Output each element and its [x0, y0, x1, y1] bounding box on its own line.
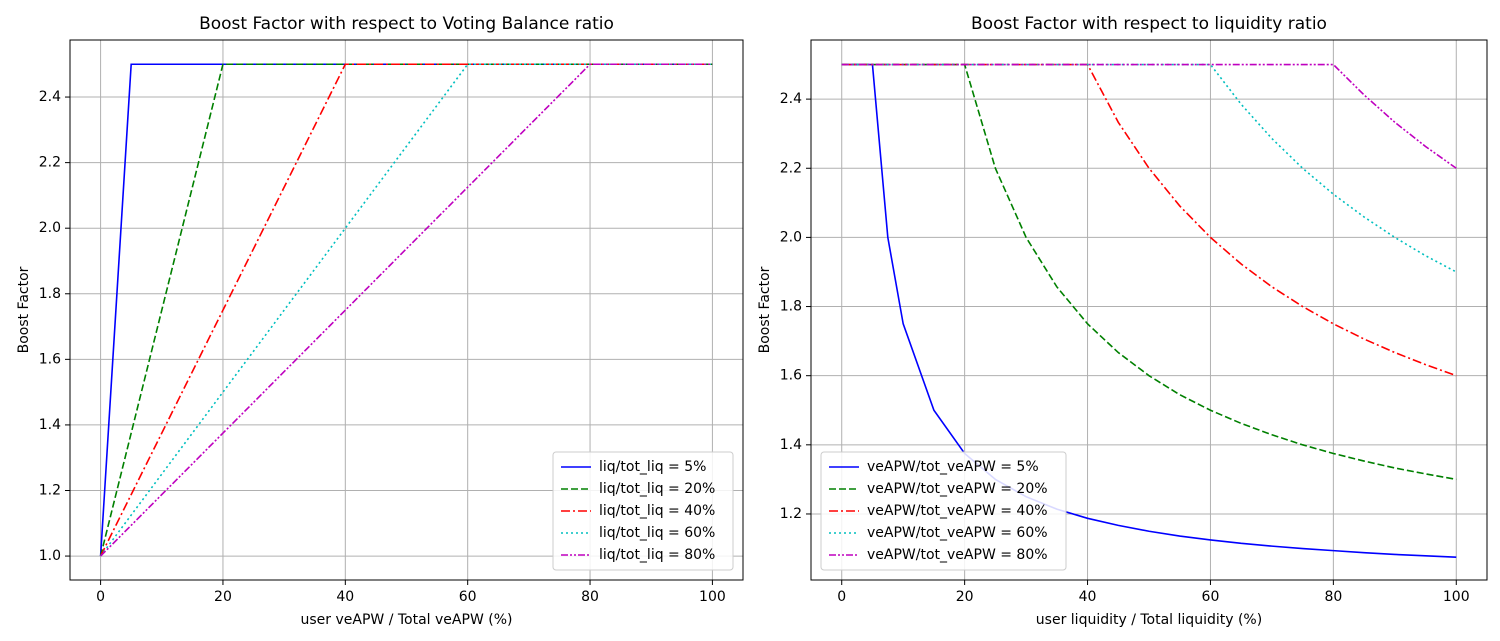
y-tick-label: 2.2: [39, 155, 61, 171]
legend-label: liq/tot_liq = 60%: [599, 525, 715, 541]
y-tick-label: 1.8: [39, 286, 61, 302]
data-line: [100, 63, 713, 557]
x-axis-label: user liquidity / Total liquidity (%): [1036, 612, 1262, 628]
y-tick-label: 1.4: [39, 417, 61, 433]
y-tick-label: 1.2: [39, 482, 61, 498]
y-tick-label: 1.6: [780, 368, 802, 384]
x-axis-label: user veAPW / Total veAPW (%): [301, 612, 513, 628]
legend-label: veAPW/tot_veAPW = 40%: [867, 503, 1048, 519]
y-tick-label: 2.4: [780, 91, 802, 107]
data-line: [841, 63, 1457, 481]
y-tick-label: 2.0: [39, 220, 61, 236]
chart-title: Boost Factor with respect to liquidity r…: [971, 14, 1327, 34]
y-tick-label: 2.4: [39, 89, 61, 105]
legend-box: [552, 451, 734, 571]
x-tick-label: 0: [837, 589, 846, 605]
x-tick-label: 80: [1324, 589, 1342, 605]
legend-label: liq/tot_liq = 40%: [599, 503, 715, 519]
y-tick-label: 2.2: [780, 160, 802, 176]
y-tick-label: 1.6: [39, 351, 61, 367]
legend-label: veAPW/tot_veAPW = 80%: [867, 547, 1048, 563]
legend-label: veAPW/tot_veAPW = 20%: [867, 481, 1048, 497]
legend: veAPW/tot_veAPW = 5% veAPW/tot_veAPW = 20…: [820, 451, 1067, 571]
data-line: [841, 63, 1457, 377]
legend: liq/tot_liq = 5% liq/tot_liq = 20% liq/tot…: [552, 451, 734, 571]
data-line: [841, 63, 1457, 558]
x-tick-label: 60: [1202, 589, 1220, 605]
x-tick-label: 40: [1079, 589, 1097, 605]
legend-label: liq/tot_liq = 80%: [599, 547, 715, 563]
axes-frame: [810, 39, 1488, 581]
y-tick-label: 2.0: [780, 229, 802, 245]
x-tick-label: 100: [1443, 589, 1470, 605]
chart-panel: Boost Factor with respect to Voting Bala…: [16, 14, 744, 628]
data-line: [841, 63, 1457, 169]
x-tick-label: 20: [214, 589, 232, 605]
legend-label: liq/tot_liq = 5%: [599, 459, 706, 475]
x-tick-label: 80: [581, 589, 599, 605]
y-tick-label: 1.4: [780, 437, 802, 453]
chart-title: Boost Factor with respect to Voting Bala…: [199, 14, 614, 34]
x-tick-label: 100: [699, 589, 726, 605]
x-tick-label: 40: [336, 589, 354, 605]
y-tick-label: 1.2: [780, 506, 802, 522]
y-axis-label: Boost Factor: [16, 266, 32, 353]
x-tick-label: 20: [956, 589, 974, 605]
y-tick-label: 1.0: [39, 548, 61, 564]
legend-box: [820, 451, 1067, 571]
legend-label: veAPW/tot_veAPW = 60%: [867, 525, 1048, 541]
chart-panel: Boost Factor with respect to liquidity r…: [757, 14, 1488, 628]
x-tick-label: 0: [96, 589, 105, 605]
legend-label: veAPW/tot_veAPW = 5%: [867, 459, 1039, 475]
axes-frame: [69, 39, 744, 581]
legend-label: liq/tot_liq = 20%: [599, 481, 715, 497]
y-axis-label: Boost Factor: [757, 266, 773, 353]
x-tick-label: 60: [459, 589, 477, 605]
y-tick-label: 1.8: [780, 299, 802, 315]
